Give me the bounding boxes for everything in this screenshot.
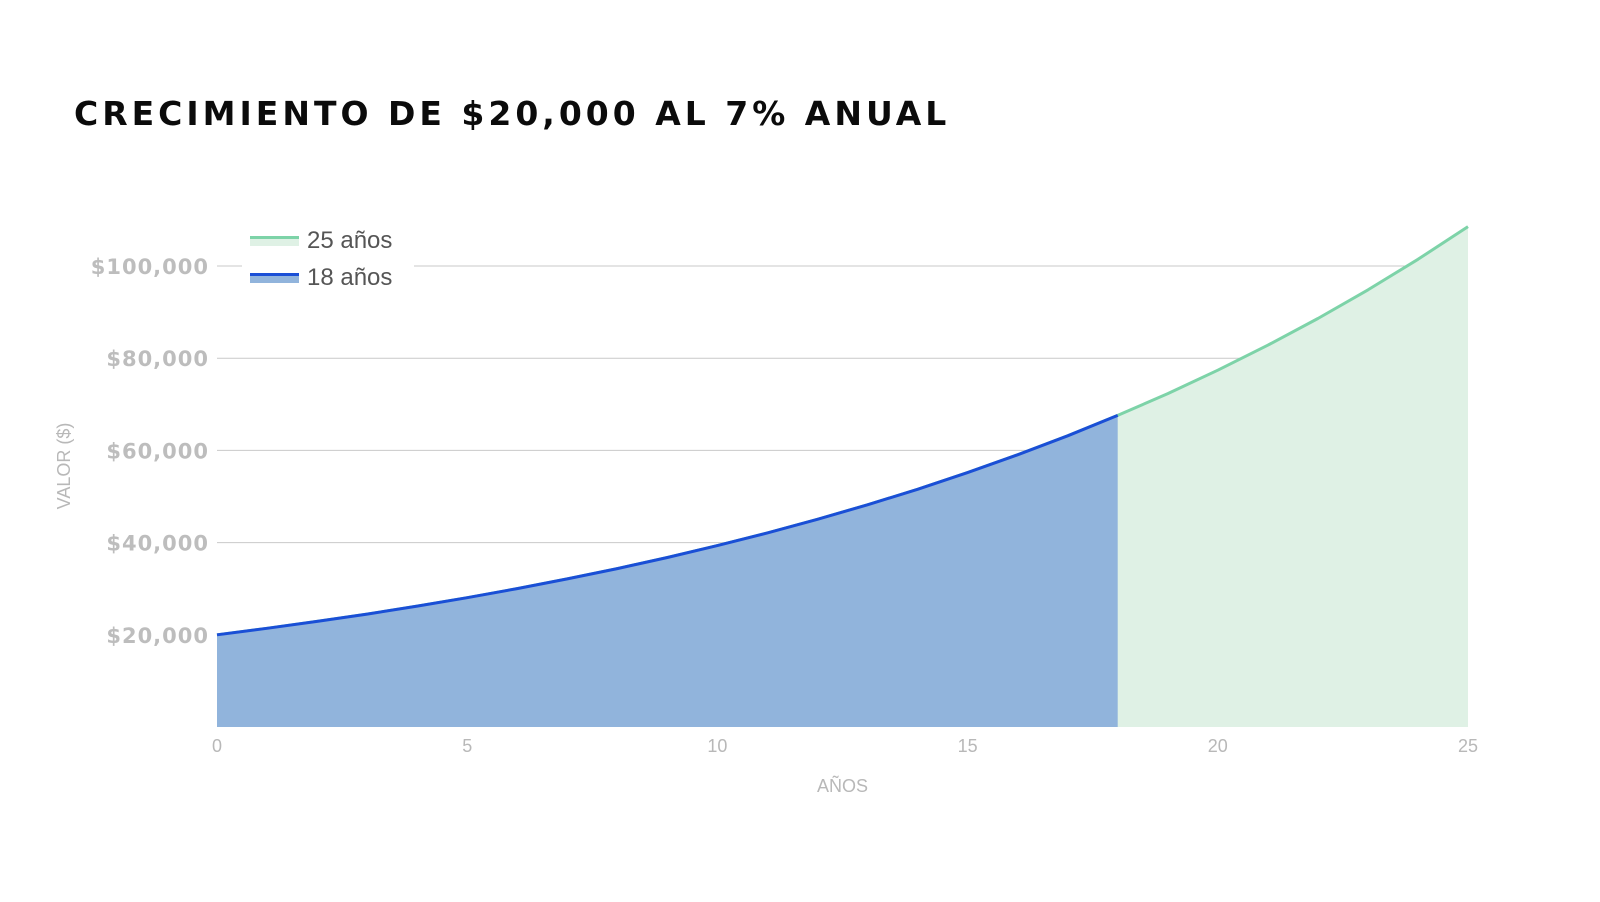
x-tick-label: 0 [212,736,222,756]
area-series [216,225,1469,727]
legend-label-18-anos: 18 años [307,264,392,291]
y-tick-label: $100,000 [91,255,209,279]
x-tick-label: 25 [1458,736,1478,756]
y-tick-label: $60,000 [106,439,209,463]
x-axis-title: AÑOS [817,775,868,796]
legend-swatch-25-anos-line [250,236,299,239]
x-tick-label: 10 [707,736,727,756]
x-axis-ticks: 0 5 10 15 20 25 [212,736,1478,756]
chart-title: CRECIMIENTO DE $20,000 AL 7% ANUAL [74,94,951,133]
y-tick-label: $80,000 [106,347,209,371]
legend-label-25-anos: 25 años [307,227,392,254]
x-tick-label: 5 [462,736,472,756]
y-axis-ticks: $20,000 $40,000 $60,000 $80,000 $100,000 [91,255,209,648]
legend: 25 años 18 años [242,222,414,294]
series-line-18-anos [216,414,1119,637]
area-fill-18-anos [217,415,1118,727]
x-tick-label: 20 [1208,736,1228,756]
y-tick-label: $40,000 [106,532,209,556]
y-axis-title: VALOR ($) [54,423,74,510]
legend-swatch-18-anos [250,273,299,283]
legend-swatch-18-anos-line [250,273,299,276]
x-tick-label: 15 [958,736,978,756]
y-tick-label: $20,000 [106,624,209,648]
legend-swatch-25-anos [250,236,299,246]
